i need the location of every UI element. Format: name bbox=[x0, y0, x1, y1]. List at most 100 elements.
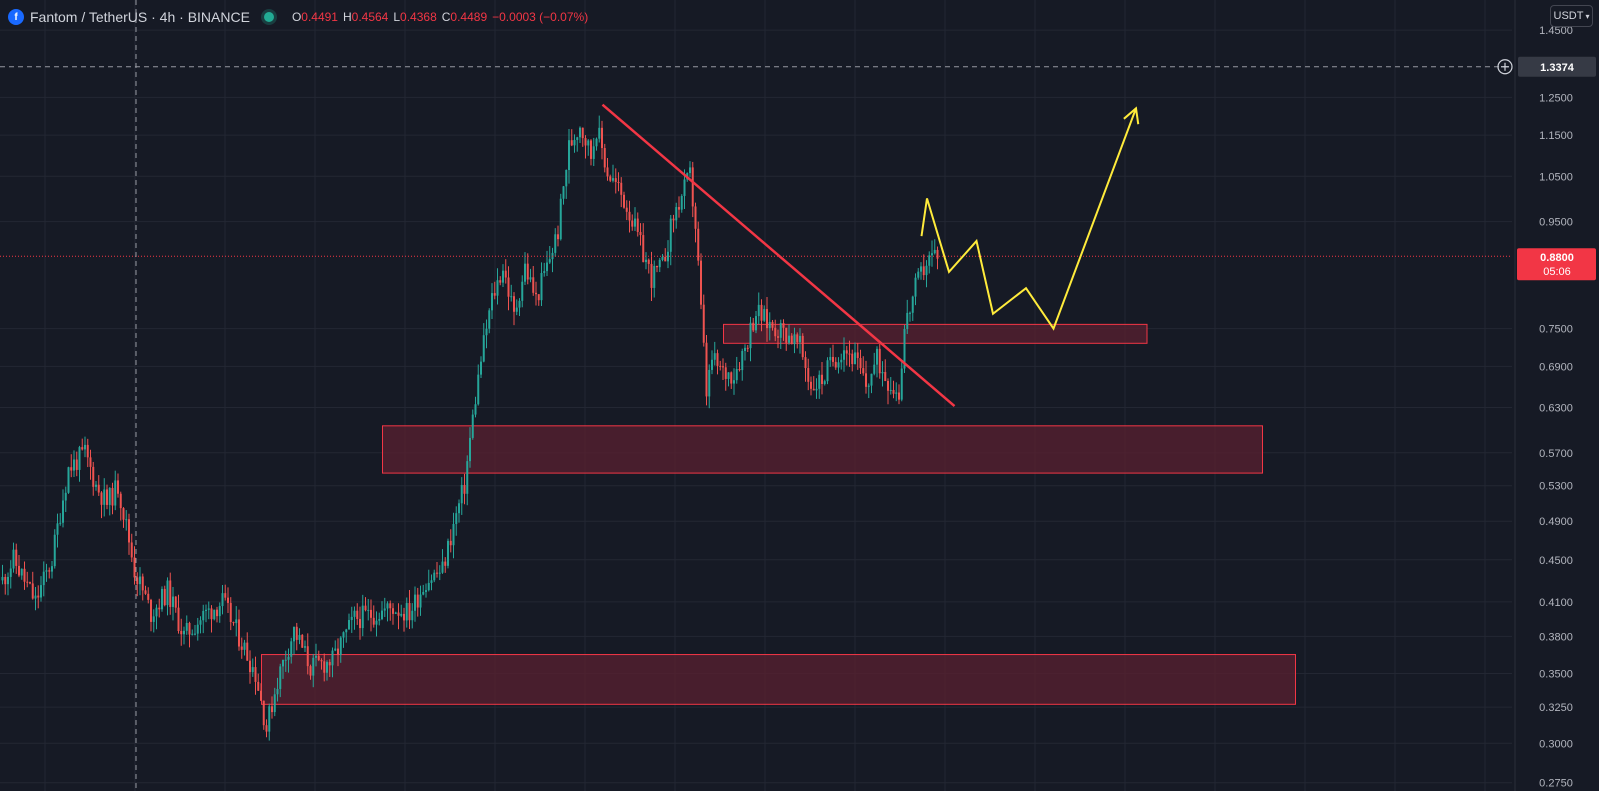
candle-body bbox=[240, 646, 243, 650]
candle-body bbox=[141, 576, 144, 591]
candle-body bbox=[603, 148, 606, 168]
candle-body bbox=[86, 444, 89, 458]
candle-body bbox=[620, 182, 623, 195]
candle-body bbox=[422, 591, 425, 595]
candle-body bbox=[95, 484, 97, 487]
candle-body bbox=[265, 725, 268, 732]
candle-body bbox=[474, 404, 477, 415]
symbol-header: f Fantom / TetherUS · 4h · BINANCE O0.44… bbox=[8, 6, 588, 28]
candle-body bbox=[529, 277, 532, 280]
candle-body bbox=[480, 361, 482, 375]
candle-body bbox=[251, 667, 254, 673]
projection-arrowhead bbox=[1123, 106, 1140, 125]
candle-body bbox=[568, 140, 570, 171]
candle-body bbox=[548, 259, 551, 263]
candle-body bbox=[419, 594, 422, 608]
candle-body bbox=[840, 359, 843, 363]
candle-body bbox=[818, 374, 821, 389]
candle-body bbox=[799, 335, 801, 343]
close-label: C bbox=[441, 10, 451, 24]
bar-countdown-label: 05:06 bbox=[1543, 266, 1571, 278]
candle-body bbox=[37, 595, 40, 598]
price-tick-label: 0.4900 bbox=[1539, 516, 1573, 528]
candle-body bbox=[29, 582, 31, 584]
candle-body bbox=[452, 523, 455, 546]
candle-body bbox=[469, 437, 471, 462]
candle-body bbox=[185, 623, 188, 631]
candle-body bbox=[372, 617, 375, 625]
candle-body bbox=[678, 207, 680, 210]
candle-body bbox=[425, 590, 427, 592]
candle-body bbox=[788, 335, 790, 343]
candle-body bbox=[612, 178, 614, 181]
candle-body bbox=[463, 484, 466, 494]
candle-body bbox=[650, 263, 653, 288]
symbol-title[interactable]: Fantom / TetherUS · 4h · BINANCE bbox=[30, 9, 250, 25]
candle-body bbox=[705, 342, 708, 397]
candle-body bbox=[323, 661, 326, 673]
candle-body bbox=[207, 608, 210, 610]
candle-body bbox=[271, 706, 273, 713]
candle-body bbox=[884, 371, 887, 381]
candle-body bbox=[279, 666, 282, 689]
candle-body bbox=[821, 374, 823, 384]
candle-body bbox=[900, 368, 903, 400]
candle-body bbox=[53, 534, 56, 567]
candle-body bbox=[295, 626, 298, 640]
crosshair-price-badge bbox=[1518, 56, 1596, 77]
drawings bbox=[0, 0, 1512, 791]
price-tick-label: 1.0500 bbox=[1539, 171, 1573, 183]
currency-button[interactable]: USDT ▾ bbox=[1550, 5, 1593, 27]
candle-body bbox=[62, 500, 64, 523]
candle-body bbox=[735, 369, 738, 381]
candle-body bbox=[163, 588, 166, 606]
candle-body bbox=[449, 540, 452, 546]
candles bbox=[1, 115, 939, 741]
candle-body bbox=[224, 593, 227, 598]
candle-body bbox=[878, 348, 881, 374]
candle-body bbox=[169, 580, 172, 607]
descending-trendline bbox=[601, 103, 956, 408]
candle-body bbox=[540, 273, 543, 301]
price-tick-label: 0.3500 bbox=[1539, 669, 1573, 681]
candle-body bbox=[793, 334, 796, 345]
candle-body bbox=[634, 218, 636, 227]
candle-body bbox=[350, 616, 353, 621]
candle-body bbox=[416, 594, 419, 608]
candle-body bbox=[312, 657, 315, 676]
market-status-icon bbox=[263, 12, 274, 22]
candle-body bbox=[724, 367, 727, 379]
last-price-label: 0.8800 bbox=[1540, 252, 1574, 264]
candle-body bbox=[249, 660, 251, 673]
candle-body bbox=[848, 353, 851, 355]
candle-body bbox=[768, 321, 771, 329]
candle-body bbox=[268, 706, 271, 732]
candle-body bbox=[455, 513, 458, 524]
last-price-badge bbox=[1517, 248, 1596, 281]
candle-body bbox=[438, 572, 441, 574]
candle-body bbox=[513, 296, 515, 312]
fantom-coin-icon[interactable]: f bbox=[8, 9, 24, 25]
candle-body bbox=[196, 624, 199, 634]
candle-body bbox=[381, 610, 383, 620]
price-axis[interactable]: 1.4500 1.2500 1.1500 1.0500 0.9500 0.7500 0.69… bbox=[1497, 0, 1599, 791]
candle-body bbox=[34, 595, 37, 599]
candle-body bbox=[680, 195, 683, 210]
candle-body bbox=[221, 593, 224, 607]
plus-circle-icon bbox=[1497, 59, 1513, 75]
candle-body bbox=[898, 392, 900, 400]
candle-body bbox=[235, 619, 238, 624]
candle-body bbox=[812, 388, 815, 391]
candle-body bbox=[64, 492, 67, 501]
candle-body bbox=[152, 616, 155, 622]
candle-body bbox=[183, 630, 185, 635]
candle-body bbox=[433, 572, 436, 581]
candle-body bbox=[389, 603, 392, 609]
candle-body bbox=[356, 610, 359, 619]
ohlc-legend: O0.4491 H0.4564 L0.4368 C0.4489 −0.0003 … bbox=[292, 10, 588, 24]
candle-body bbox=[260, 690, 262, 701]
candle-body bbox=[257, 681, 260, 691]
candle-body bbox=[194, 633, 196, 635]
